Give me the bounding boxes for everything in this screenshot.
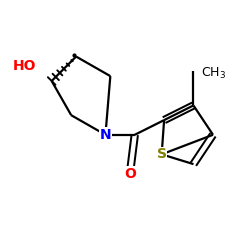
Text: N: N (100, 128, 111, 142)
Text: S: S (157, 147, 167, 161)
Text: O: O (124, 167, 136, 181)
Text: HO: HO (13, 59, 36, 73)
Text: CH$_3$: CH$_3$ (201, 66, 226, 81)
